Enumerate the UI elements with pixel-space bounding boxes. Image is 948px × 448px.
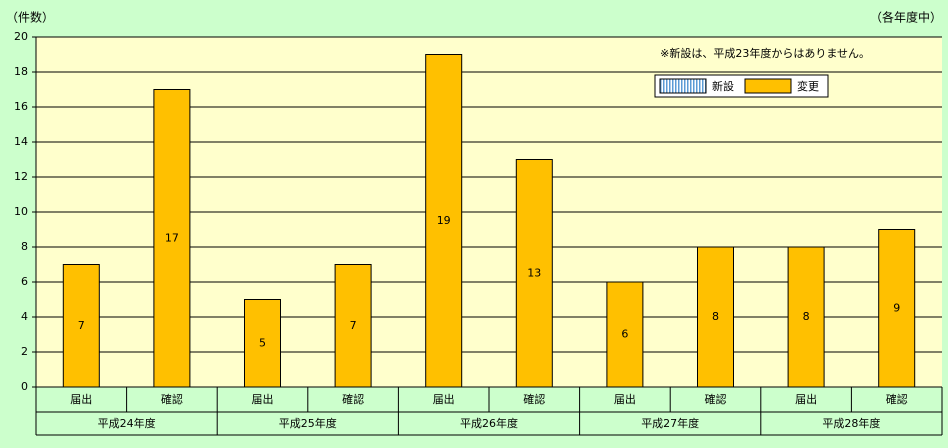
y-tick-label: 8 <box>21 240 28 253</box>
x-tick-label: 届出 <box>795 392 817 406</box>
data-label: 9 <box>893 301 900 314</box>
y-axis-label: （件数） <box>6 10 54 25</box>
group-label: 平成28年度 <box>822 416 880 430</box>
group-label: 平成25年度 <box>279 416 337 430</box>
bar <box>606 281 644 388</box>
group-label: 平成26年度 <box>460 416 518 430</box>
bar <box>425 54 463 388</box>
bar <box>878 229 916 388</box>
data-label: 17 <box>165 231 179 244</box>
legend-label: 変更 <box>797 79 819 93</box>
legend-label: 新設 <box>712 79 734 93</box>
period-note: （各年度中） <box>870 10 942 25</box>
x-tick-label: 届出 <box>433 392 455 406</box>
y-tick-label: 20 <box>14 30 28 43</box>
x-tick-label: 届出 <box>614 392 636 406</box>
data-label: 13 <box>527 266 541 279</box>
data-label: 7 <box>78 319 85 332</box>
x-tick-label: 確認 <box>161 392 183 406</box>
bar <box>62 264 100 388</box>
x-tick-label: 確認 <box>705 392 727 406</box>
y-tick-label: 0 <box>21 380 28 393</box>
data-label: 8 <box>712 310 719 323</box>
bar <box>787 246 825 388</box>
legend-swatch <box>659 78 707 94</box>
group-label: 平成27年度 <box>641 416 699 430</box>
bar <box>153 89 191 388</box>
bar <box>697 246 734 388</box>
y-tick-label: 14 <box>14 135 28 148</box>
data-label: 6 <box>621 328 628 341</box>
y-tick-label: 16 <box>14 100 28 113</box>
legend-swatch <box>744 78 792 94</box>
y-tick-label: 6 <box>21 275 28 288</box>
data-label: 19 <box>437 214 451 227</box>
y-tick-label: 2 <box>21 345 28 358</box>
data-label: 5 <box>259 336 266 349</box>
y-tick-label: 4 <box>21 310 28 323</box>
annotation: ※新設は、平成23年度からはありません。 <box>660 46 870 60</box>
y-tick-label: 12 <box>14 170 28 183</box>
data-label: 7 <box>350 319 357 332</box>
group-label: 平成24年度 <box>98 416 156 430</box>
x-tick-label: 届出 <box>252 392 274 406</box>
bar <box>334 264 372 388</box>
y-tick-label: 10 <box>14 205 28 218</box>
bar <box>244 299 281 388</box>
x-tick-label: 確認 <box>523 392 545 406</box>
x-tick-label: 確認 <box>886 392 908 406</box>
data-label: 8 <box>803 310 810 323</box>
bar <box>515 159 553 388</box>
y-tick-label: 18 <box>14 65 28 78</box>
x-tick-label: 確認 <box>342 392 364 406</box>
x-tick-label: 届出 <box>70 392 92 406</box>
